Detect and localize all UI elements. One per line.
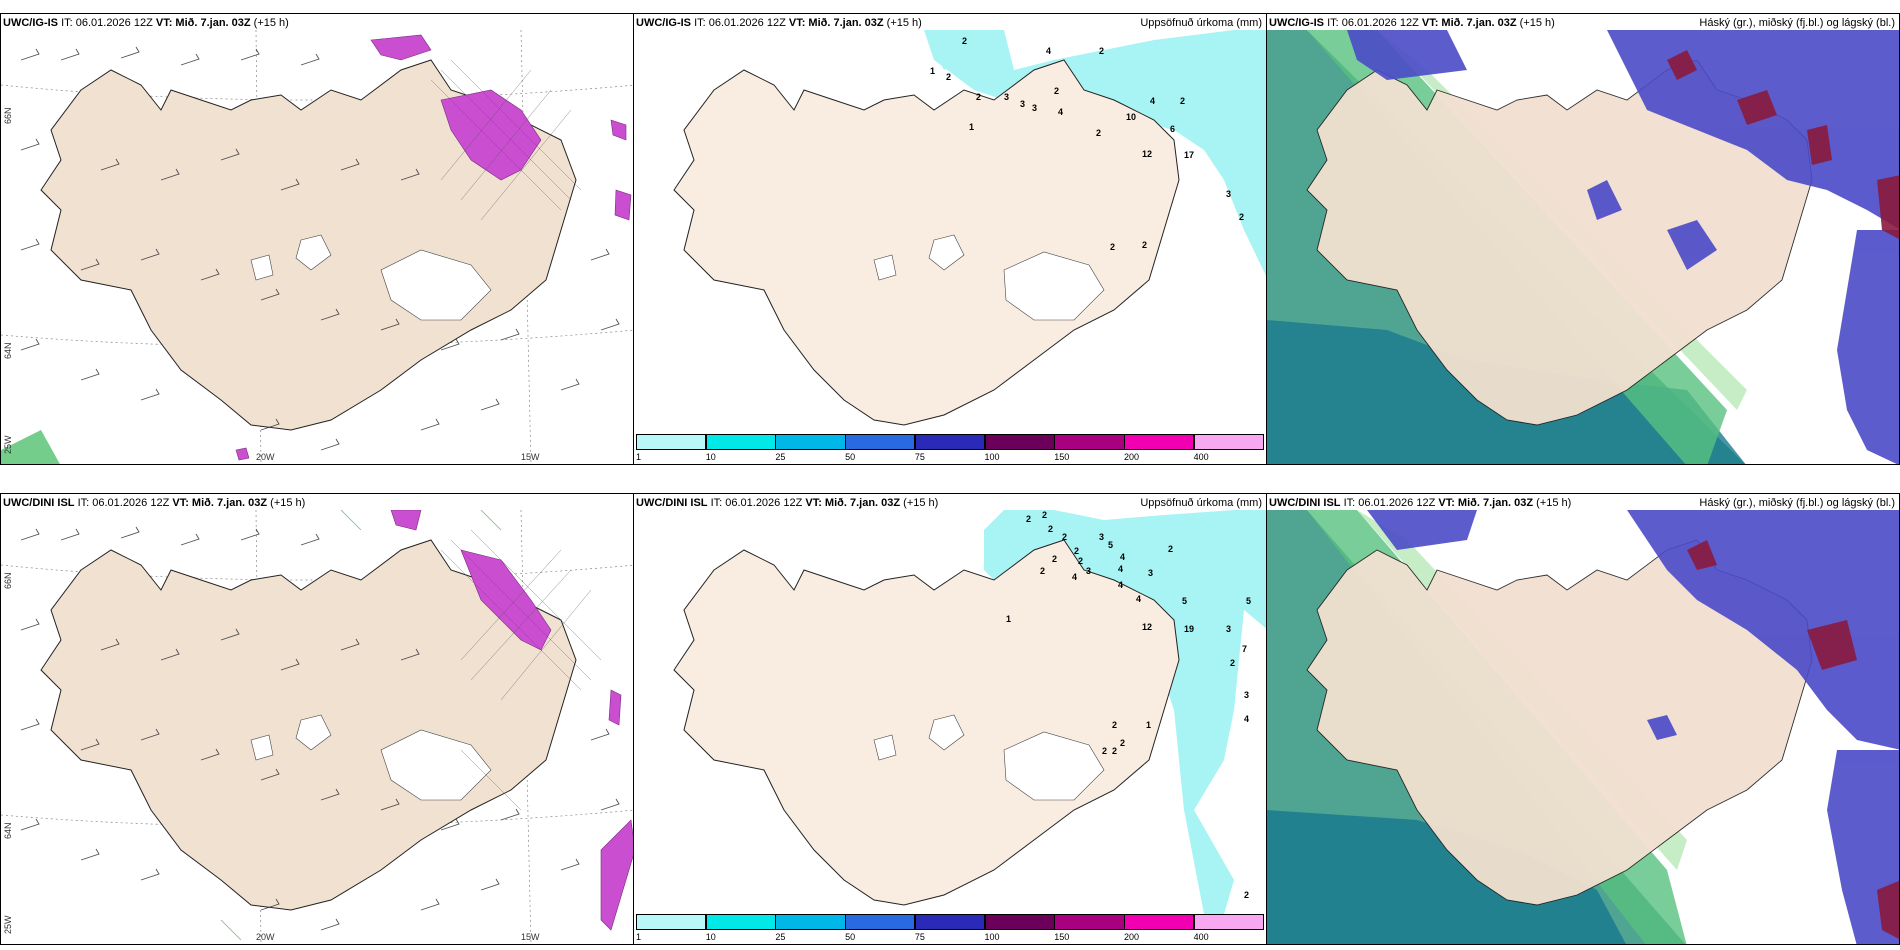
cloud-panel-top: UWC/IG-IS IT: 06.01.2026 12Z VT: Mið. 7.… [1266,13,1900,465]
colorbar-swatch [775,914,846,930]
lon-label: 20W [256,452,275,462]
colorbar-tick: 100 [984,932,1000,942]
colorbar-swatch [1193,434,1264,450]
lon-label: 15W [521,932,540,942]
colorbar-tick: 1 [636,452,642,462]
panel-title: Háský (gr.), miðský (fj.bl.) og lágský (… [1699,17,1895,29]
colorbar-tick: 50 [845,452,856,462]
colorbar-tick: 150 [1054,932,1070,942]
colorbar-swatch [636,434,707,450]
colorbar-swatch [984,914,1055,930]
colorbar-tick: 75 [914,452,925,462]
panel-header: UWC/DINI ISL IT: 06.01.2026 12Z VT: Mið.… [3,497,306,509]
wind-map [1,30,633,464]
iceland-landmass [673,539,1180,906]
colorbar-swatch [775,434,846,450]
cloud-panel-bottom: UWC/DINI ISL IT: 06.01.2026 12Z VT: Mið.… [1266,493,1900,945]
panel-header: UWC/IG-IS IT: 06.01.2026 12Z VT: Mið. 7.… [636,17,922,29]
precip-map [673,510,1266,914]
colorbar: 1 10 25 50 75 100 150 200 400 [636,914,1264,942]
panel-title: Uppsöfnuð úrkoma (mm) [1140,497,1262,509]
iceland-landmass [673,59,1180,426]
lat-label: 25W [3,435,13,454]
colorbar-swatch [1123,434,1195,450]
lat-label: 66N [3,572,13,589]
precip-panel-bottom: UWC/DINI ISL IT: 06.01.2026 12Z VT: Mið.… [633,493,1267,945]
colorbar-swatch [914,434,986,450]
colorbar-swatch [914,914,986,930]
lon-label: 20W [256,932,275,942]
colorbar-tick: 25 [775,452,786,462]
cloud-map [1267,30,1899,464]
iceland-landmass [1306,59,1813,426]
lon-label: 15W [521,452,540,462]
colorbar-swatch [845,434,916,450]
colorbar-tick: 1 [636,932,642,942]
lat-label: 64N [3,342,13,359]
colorbar-tick: 200 [1123,452,1139,462]
colorbar-swatch [705,434,777,450]
colorbar-swatch [1193,914,1264,930]
colorbar-tick: 25 [775,932,786,942]
wind-map [1,510,633,944]
colorbar-swatch [705,914,777,930]
colorbar: 1 10 25 50 75 100 150 200 400 [636,434,1264,462]
colorbar-swatch [636,914,707,930]
colorbar-swatch [1054,914,1125,930]
colorbar-swatch [1123,914,1195,930]
colorbar-swatch [845,914,916,930]
panel-header: UWC/DINI ISL IT: 06.01.2026 12Z VT: Mið.… [1269,497,1572,509]
panel-title: Uppsöfnuð úrkoma (mm) [1140,17,1262,29]
panel-header: UWC/DINI ISL IT: 06.01.2026 12Z VT: Mið.… [636,497,939,509]
colorbar-tick: 150 [1054,452,1070,462]
precip-panel-top: UWC/IG-IS IT: 06.01.2026 12Z VT: Mið. 7.… [633,13,1267,465]
colorbar-swatch [1054,434,1125,450]
colorbar-swatch [984,434,1055,450]
colorbar-tick: 50 [845,932,856,942]
colorbar-tick: 100 [984,452,1000,462]
wind-panel-top: UWC/IG-IS IT: 06.01.2026 12Z VT: Mið. 7.… [0,13,634,465]
wind-panel-bottom: UWC/DINI ISL IT: 06.01.2026 12Z VT: Mið.… [0,493,634,945]
panel-header: UWC/IG-IS IT: 06.01.2026 12Z VT: Mið. 7.… [1269,17,1555,29]
panel-header: UWC/IG-IS IT: 06.01.2026 12Z VT: Mið. 7.… [3,17,289,29]
colorbar-tick: 400 [1193,932,1209,942]
precip-map [673,30,1266,426]
colorbar-tick: 200 [1123,932,1139,942]
panel-title: Háský (gr.), miðský (fj.bl.) og lágský (… [1699,497,1895,509]
colorbar-tick: 10 [705,932,716,942]
colorbar-tick: 75 [914,932,925,942]
colorbar-tick: 10 [705,452,716,462]
colorbar-tick: 400 [1193,452,1209,462]
lat-label: 64N [3,822,13,839]
iceland-landmass [1306,539,1813,906]
lat-label: 25W [3,915,13,934]
cloud-map [1267,510,1899,944]
lat-label: 66N [3,107,13,124]
